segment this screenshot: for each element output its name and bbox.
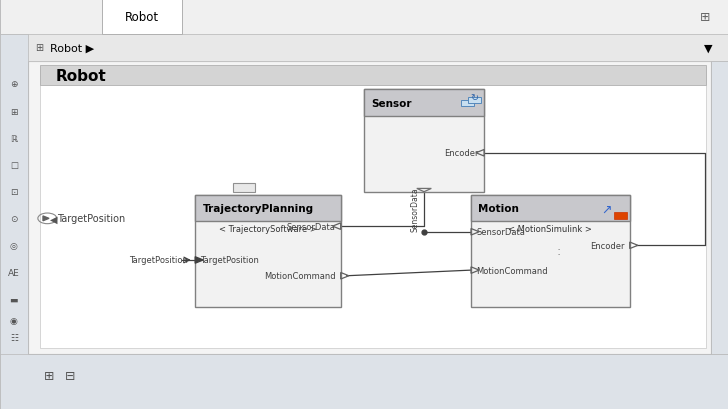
FancyBboxPatch shape <box>471 195 630 222</box>
Text: ⊕: ⊕ <box>10 79 17 88</box>
Text: TargetPosition: TargetPosition <box>200 256 259 265</box>
Polygon shape <box>195 257 203 264</box>
Text: TargetPosition: TargetPosition <box>129 256 188 265</box>
Text: Encoder: Encoder <box>590 241 625 250</box>
Text: Robot ▶: Robot ▶ <box>50 43 94 53</box>
Text: < MotionSimulink >: < MotionSimulink > <box>508 225 593 234</box>
Text: MotionCommand: MotionCommand <box>476 266 547 275</box>
FancyBboxPatch shape <box>0 354 728 409</box>
FancyBboxPatch shape <box>195 195 341 308</box>
FancyBboxPatch shape <box>0 35 28 409</box>
Text: ⊞: ⊞ <box>700 11 710 24</box>
Text: Robot: Robot <box>55 69 106 83</box>
Text: TrajectoryPlanning: TrajectoryPlanning <box>202 203 314 213</box>
Text: AE: AE <box>8 268 20 277</box>
FancyBboxPatch shape <box>461 101 474 107</box>
Text: ↻: ↻ <box>470 93 479 103</box>
Text: ◀: ◀ <box>50 214 57 224</box>
Text: :: : <box>556 245 561 258</box>
Text: MotionCommand: MotionCommand <box>264 272 336 281</box>
Text: ◁: ◁ <box>9 11 18 24</box>
Text: △: △ <box>53 11 63 24</box>
FancyBboxPatch shape <box>614 212 627 220</box>
Text: ▬: ▬ <box>9 295 18 304</box>
Text: Encoder: Encoder <box>445 149 479 158</box>
FancyBboxPatch shape <box>102 0 182 35</box>
Polygon shape <box>43 216 49 221</box>
FancyBboxPatch shape <box>40 67 706 348</box>
FancyBboxPatch shape <box>0 0 728 35</box>
Text: ☷: ☷ <box>9 333 18 342</box>
Text: Sensor: Sensor <box>371 98 412 108</box>
FancyBboxPatch shape <box>364 90 484 192</box>
FancyBboxPatch shape <box>195 195 341 222</box>
Text: Robot: Robot <box>125 11 159 24</box>
Text: ⊞: ⊞ <box>35 43 43 53</box>
FancyBboxPatch shape <box>28 62 711 354</box>
Text: TargetPosition: TargetPosition <box>58 214 126 224</box>
FancyBboxPatch shape <box>233 184 255 193</box>
FancyBboxPatch shape <box>468 97 481 104</box>
FancyBboxPatch shape <box>711 62 728 354</box>
Text: < TrajectorySoftware >: < TrajectorySoftware > <box>219 225 317 234</box>
Text: ⊙: ⊙ <box>10 214 17 223</box>
FancyBboxPatch shape <box>40 66 706 86</box>
Text: ◎: ◎ <box>10 242 17 251</box>
Text: ☐: ☐ <box>9 161 18 170</box>
FancyBboxPatch shape <box>0 35 728 62</box>
Text: SensorData: SensorData <box>476 228 525 237</box>
Text: ↗: ↗ <box>601 203 612 216</box>
Text: ⊞: ⊞ <box>44 369 55 382</box>
Text: Motion: Motion <box>478 203 519 213</box>
Text: ⊟: ⊟ <box>65 369 75 382</box>
Text: ⊞: ⊞ <box>10 108 17 117</box>
Text: SensorData: SensorData <box>411 187 420 231</box>
Text: ℝ: ℝ <box>10 135 17 144</box>
FancyBboxPatch shape <box>471 195 630 308</box>
Text: ◉: ◉ <box>10 317 17 326</box>
Text: SensorData: SensorData <box>287 222 336 231</box>
Text: ▷: ▷ <box>32 11 41 24</box>
Text: ⊡: ⊡ <box>10 188 17 197</box>
Text: ▼: ▼ <box>704 43 713 53</box>
FancyBboxPatch shape <box>364 90 484 117</box>
